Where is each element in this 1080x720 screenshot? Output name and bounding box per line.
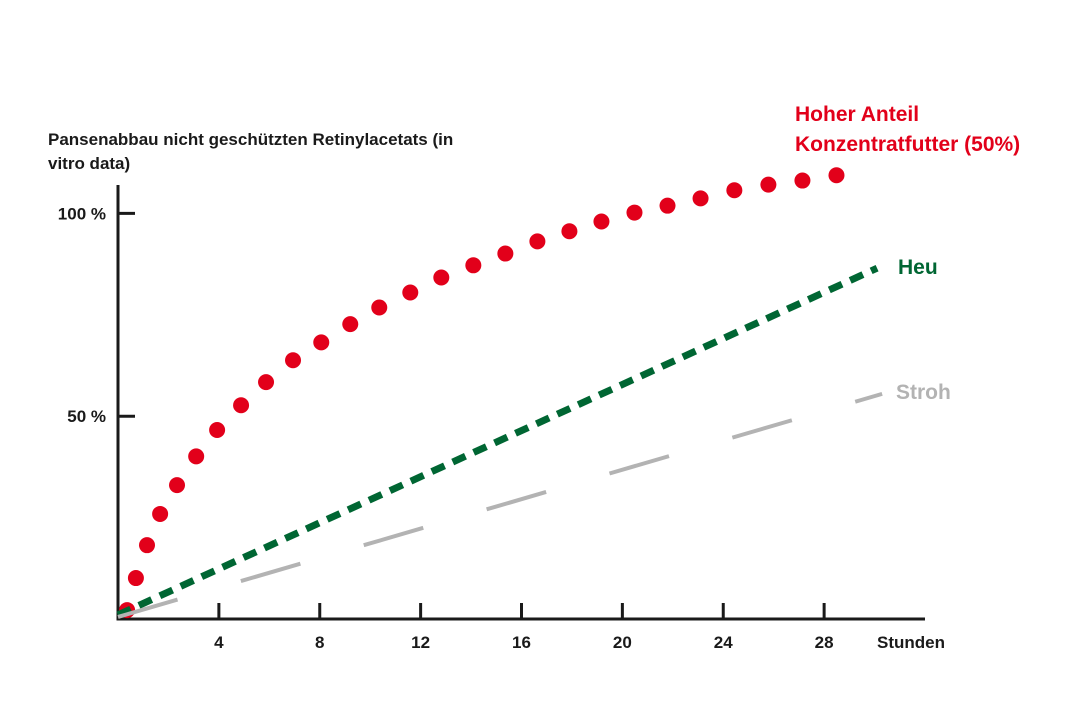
x-tick-label: 16 — [512, 633, 531, 652]
series-label: Hoher Anteil Konzentratfutter (50%) — [795, 103, 1021, 157]
x-axis-label: Stunden — [877, 633, 945, 652]
data-point — [127, 570, 144, 587]
data-point — [169, 477, 186, 494]
data-point — [258, 374, 275, 391]
chart-title: Pansenabbau nicht geschützten Retinylace… — [48, 130, 454, 173]
data-point — [209, 421, 226, 438]
x-tick-label: 4 — [214, 633, 224, 652]
series-label: Heu — [898, 256, 938, 279]
data-point — [692, 190, 709, 207]
series-line — [116, 264, 879, 619]
x-tick-label: 12 — [411, 633, 430, 652]
series-label: Stroh — [896, 381, 951, 404]
data-point — [828, 167, 845, 184]
data-point — [342, 316, 359, 333]
data-point — [433, 269, 450, 286]
data-point — [233, 397, 250, 414]
series-line — [117, 391, 883, 619]
data-point — [760, 176, 777, 193]
data-point — [402, 284, 419, 301]
data-point — [561, 223, 578, 240]
data-point — [371, 299, 388, 316]
data-point — [465, 257, 482, 274]
data-point — [626, 204, 643, 221]
data-point — [497, 245, 514, 262]
y-tick-label: 50 % — [67, 407, 106, 426]
data-point — [285, 352, 302, 369]
x-tick-label: 20 — [613, 633, 632, 652]
data-point — [313, 334, 330, 351]
x-tick-label: 8 — [315, 633, 324, 652]
x-tick-label: 24 — [714, 633, 733, 652]
data-point — [659, 197, 676, 214]
y-tick-label: 100 % — [58, 204, 106, 223]
data-point — [529, 233, 546, 250]
x-tick-label: 28 — [815, 633, 834, 652]
data-point — [139, 537, 156, 554]
data-point — [188, 448, 205, 465]
data-point — [726, 182, 743, 199]
data-point — [794, 172, 811, 189]
data-point — [593, 213, 610, 230]
data-point — [152, 505, 169, 522]
